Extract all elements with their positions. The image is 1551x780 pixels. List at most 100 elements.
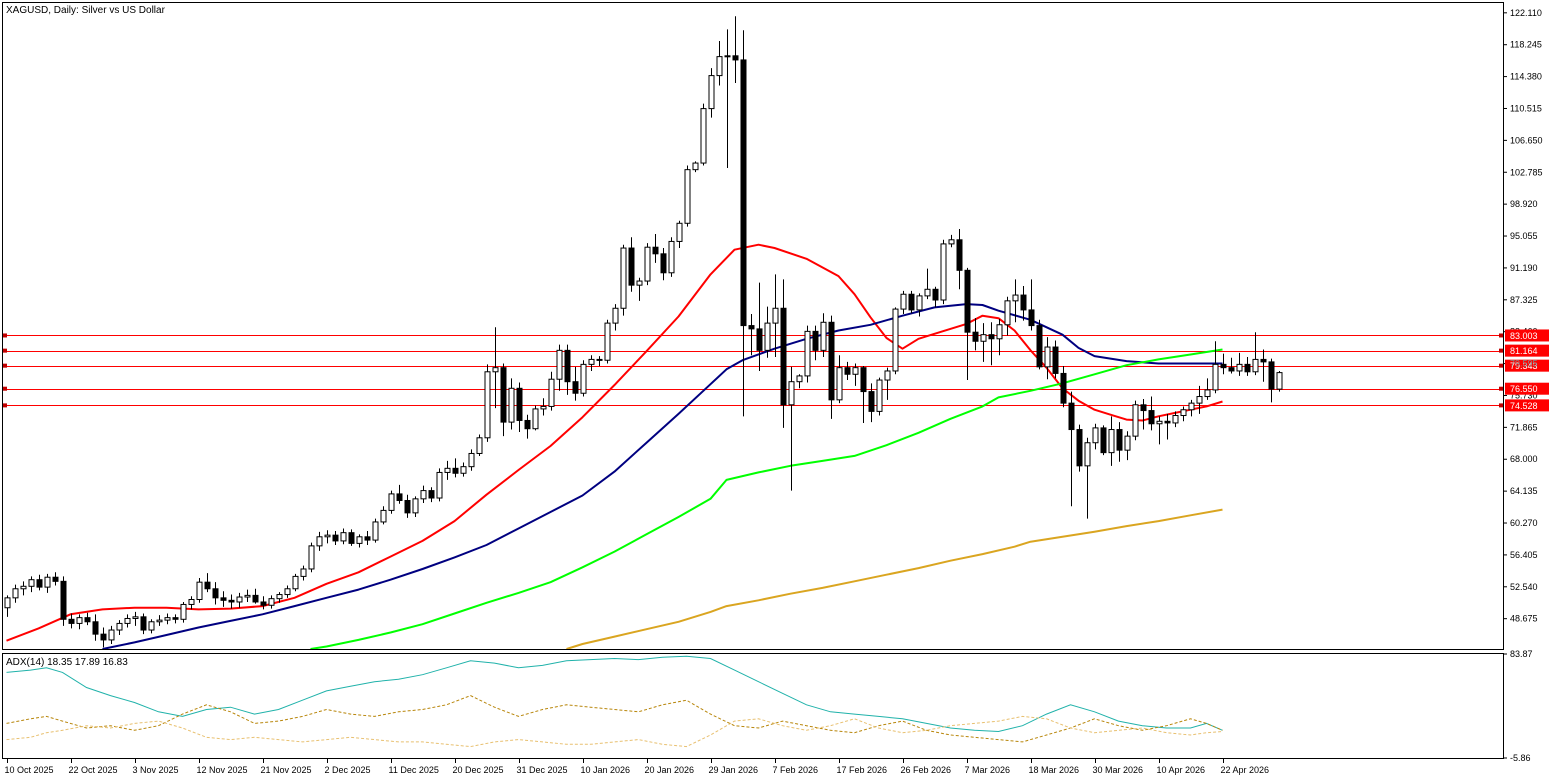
y-tick-label: 102.785 bbox=[1510, 167, 1543, 177]
candle-body-bear bbox=[1036, 325, 1043, 368]
candle bbox=[1052, 340, 1059, 379]
candle-body-bear bbox=[1052, 346, 1059, 374]
level-marker-left bbox=[3, 386, 7, 391]
candle bbox=[180, 601, 187, 623]
candle bbox=[612, 304, 619, 331]
candle bbox=[412, 496, 419, 517]
candle bbox=[700, 103, 707, 166]
candle-body-bull bbox=[684, 169, 691, 224]
candle bbox=[868, 383, 875, 423]
candle bbox=[716, 40, 723, 86]
level-tag-label: 81.164 bbox=[1510, 346, 1538, 356]
candle-body-bull bbox=[164, 617, 171, 621]
candle-body-bull bbox=[796, 375, 803, 383]
candle-body-bear bbox=[628, 247, 635, 286]
candle-body-bull bbox=[324, 534, 331, 538]
candle-body-bull bbox=[548, 378, 555, 407]
candle-body-bull bbox=[788, 381, 795, 406]
candle-body-bull bbox=[1236, 363, 1243, 372]
candle-body-bear bbox=[596, 358, 603, 361]
candle-body-bull bbox=[836, 367, 843, 401]
candle-body-bull bbox=[276, 594, 283, 600]
adx-title: ADX(14) 18.35 17.89 16.83 bbox=[6, 657, 128, 668]
candle bbox=[876, 377, 883, 416]
candle bbox=[748, 314, 755, 356]
candle-body-bull bbox=[284, 588, 291, 596]
x-tick-label: 17 Feb 2026 bbox=[837, 765, 888, 775]
candle bbox=[796, 374, 803, 389]
candle bbox=[60, 576, 67, 626]
candle-body-bull bbox=[916, 295, 923, 311]
candle-body-bull bbox=[772, 307, 779, 324]
candle-body-bear bbox=[228, 599, 235, 603]
candle-body-bear bbox=[396, 493, 403, 501]
candle bbox=[548, 371, 555, 411]
current-price-label: 79.595 bbox=[1510, 359, 1538, 369]
candle-body-bull bbox=[700, 108, 707, 164]
candle bbox=[316, 531, 323, 551]
candle bbox=[404, 494, 411, 518]
candle bbox=[380, 506, 387, 525]
candle bbox=[100, 627, 107, 648]
candle-body-bull bbox=[476, 437, 483, 454]
y-tick-label: 52.540 bbox=[1510, 582, 1538, 592]
candle bbox=[1188, 399, 1195, 417]
candle bbox=[484, 364, 491, 442]
candle-body-bull bbox=[1172, 415, 1179, 424]
candle bbox=[28, 576, 35, 593]
candle-body-bear bbox=[1076, 429, 1083, 467]
candle bbox=[1236, 352, 1243, 376]
level-tag-label: 79.343 bbox=[1510, 361, 1538, 371]
candle bbox=[340, 528, 347, 545]
candle-body-bull bbox=[668, 240, 675, 274]
candle-body-bull bbox=[108, 629, 115, 641]
candle bbox=[20, 581, 27, 596]
candle bbox=[1268, 358, 1275, 403]
candle-body-bull bbox=[604, 322, 611, 361]
x-tick-label: 21 Nov 2025 bbox=[261, 765, 312, 775]
y-tick-label: 114.380 bbox=[1510, 72, 1542, 82]
candle bbox=[116, 620, 123, 635]
candle-body-bull bbox=[940, 243, 947, 301]
candle-body-bull bbox=[764, 322, 771, 351]
candle bbox=[324, 530, 331, 544]
level-tag-label: 83.003 bbox=[1510, 331, 1538, 341]
candle-body-bull bbox=[1156, 420, 1163, 425]
level-tag-bg bbox=[1505, 359, 1549, 372]
candle bbox=[396, 484, 403, 504]
candle-body-bull bbox=[356, 536, 363, 544]
candle bbox=[268, 595, 275, 609]
candle-body-bull bbox=[484, 371, 491, 439]
candle bbox=[804, 325, 811, 383]
candle bbox=[44, 573, 51, 593]
candle bbox=[276, 592, 283, 603]
candle bbox=[388, 490, 395, 514]
adx-y-tick-label: -5.86 bbox=[1510, 753, 1531, 763]
candle-body-bear bbox=[572, 381, 579, 394]
adx-line-minus-di bbox=[6, 715, 1223, 748]
candle bbox=[1164, 413, 1171, 440]
y-tick-label: 91.190 bbox=[1510, 263, 1538, 273]
candle-body-bull bbox=[924, 288, 931, 297]
candle-body-bull bbox=[1084, 442, 1091, 467]
candle-body-bear bbox=[1100, 427, 1107, 454]
chart-title: XAGUSD, Daily: Silver vs US Dollar bbox=[6, 5, 166, 16]
x-tick-label: 7 Mar 2026 bbox=[965, 765, 1011, 775]
candle bbox=[212, 582, 219, 605]
candle bbox=[1276, 370, 1283, 392]
candle bbox=[940, 239, 947, 305]
y-tick-label: 71.865 bbox=[1510, 422, 1538, 432]
y-tick-label: 87.325 bbox=[1510, 295, 1538, 305]
candle-body-bear bbox=[60, 580, 67, 620]
candle-body-bull bbox=[1196, 396, 1203, 404]
candle-body-bull bbox=[708, 75, 715, 110]
candle bbox=[1068, 391, 1075, 507]
candle bbox=[148, 619, 155, 634]
candle bbox=[604, 319, 611, 364]
candle-body-bull bbox=[124, 617, 131, 624]
candle-body-bear bbox=[956, 239, 963, 271]
candle bbox=[436, 468, 443, 502]
candle-body-bear bbox=[564, 349, 571, 383]
candle-body-bear bbox=[428, 490, 435, 499]
